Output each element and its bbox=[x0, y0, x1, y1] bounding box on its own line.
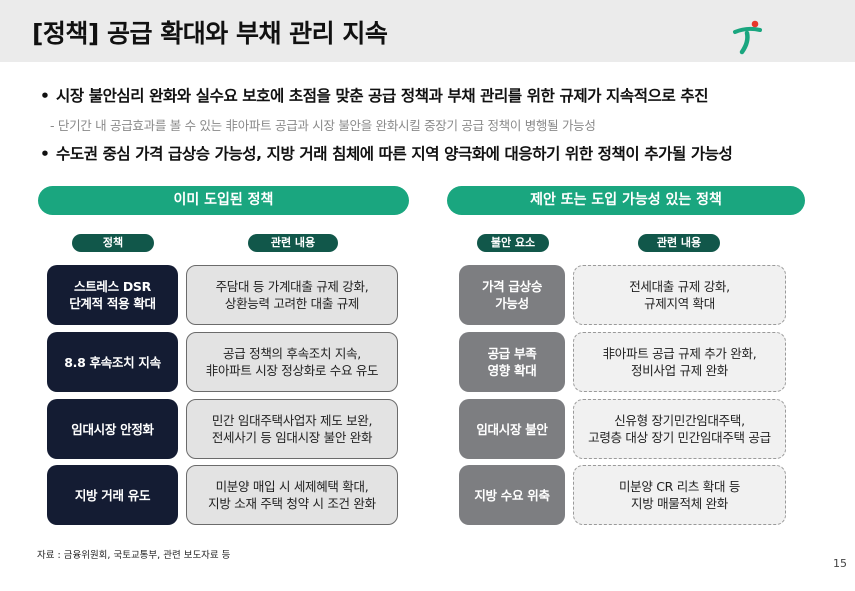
page-number: 15 bbox=[833, 557, 847, 570]
bullet-2-text: 수도권 중심 가격 급상승 가능성, 지방 거래 침체에 따른 지역 양극화에 … bbox=[56, 145, 733, 163]
hana-logo-icon bbox=[733, 20, 762, 55]
sub-note: - 단기간 내 공급효과를 볼 수 있는 非아파트 공급과 시장 불안을 완화시… bbox=[50, 118, 596, 133]
left-col-detail: 관련 내용 bbox=[248, 234, 338, 252]
right-factor-1: 가격 급상승 가능성 bbox=[459, 265, 565, 325]
left-policy-3: 임대시장 안정화 bbox=[47, 399, 178, 459]
left-policy-2: 8.8 후속조치 지속 bbox=[47, 332, 178, 392]
right-factor-2: 공급 부족 영향 확대 bbox=[459, 332, 565, 392]
left-detail-1: 주담대 등 가계대출 규제 강화, 상환능력 고려한 대출 규제 bbox=[186, 265, 398, 325]
right-detail-1: 전세대출 규제 강화, 규제지역 확대 bbox=[573, 265, 786, 325]
left-col-policy: 정책 bbox=[72, 234, 154, 252]
left-panel-header: 이미 도입된 정책 bbox=[38, 186, 409, 215]
bullet-1: • 시장 불안심리 완화와 실수요 보호에 초점을 맞춘 공급 정책과 부채 관리… bbox=[40, 84, 708, 106]
right-detail-4: 미분양 CR 리츠 확대 등 지방 매물적체 완화 bbox=[573, 465, 786, 525]
right-col-factor: 불안 요소 bbox=[477, 234, 549, 252]
left-policy-4: 지방 거래 유도 bbox=[47, 465, 178, 525]
bullet-1-text: 시장 불안심리 완화와 실수요 보호에 초점을 맞춘 공급 정책과 부채 관리를… bbox=[56, 87, 709, 105]
left-detail-4: 미분양 매입 시 세제혜택 확대, 지방 소재 주택 청약 시 조건 완화 bbox=[186, 465, 398, 525]
header-bar: [정책] 공급 확대와 부채 관리 지속 bbox=[0, 0, 855, 62]
right-col-detail: 관련 내용 bbox=[638, 234, 720, 252]
source-note: 자료 : 금융위원회, 국토교통부, 관련 보도자료 등 bbox=[37, 550, 231, 561]
bullet-marker: • bbox=[40, 87, 50, 105]
right-panel-header: 제안 또는 도입 가능성 있는 정책 bbox=[447, 186, 805, 215]
page-title: [정책] 공급 확대와 부채 관리 지속 bbox=[32, 19, 388, 48]
left-detail-2: 공급 정책의 후속조치 지속, 非아파트 시장 정상화로 수요 유도 bbox=[186, 332, 398, 392]
right-factor-4: 지방 수요 위축 bbox=[459, 465, 565, 525]
right-detail-3: 신유형 장기민간임대주택, 고령층 대상 장기 민간임대주택 공급 bbox=[573, 399, 786, 459]
left-policy-1: 스트레스 DSR 단계적 적용 확대 bbox=[47, 265, 178, 325]
right-factor-3: 임대시장 불안 bbox=[459, 399, 565, 459]
left-detail-3: 민간 임대주택사업자 제도 보완, 전세사기 등 임대시장 불안 완화 bbox=[186, 399, 398, 459]
bullet-2: • 수도권 중심 가격 급상승 가능성, 지방 거래 침체에 따른 지역 양극화에… bbox=[40, 142, 733, 164]
bullet-marker: • bbox=[40, 145, 50, 163]
right-detail-2: 非아파트 공급 규제 추가 완화, 정비사업 규제 완화 bbox=[573, 332, 786, 392]
